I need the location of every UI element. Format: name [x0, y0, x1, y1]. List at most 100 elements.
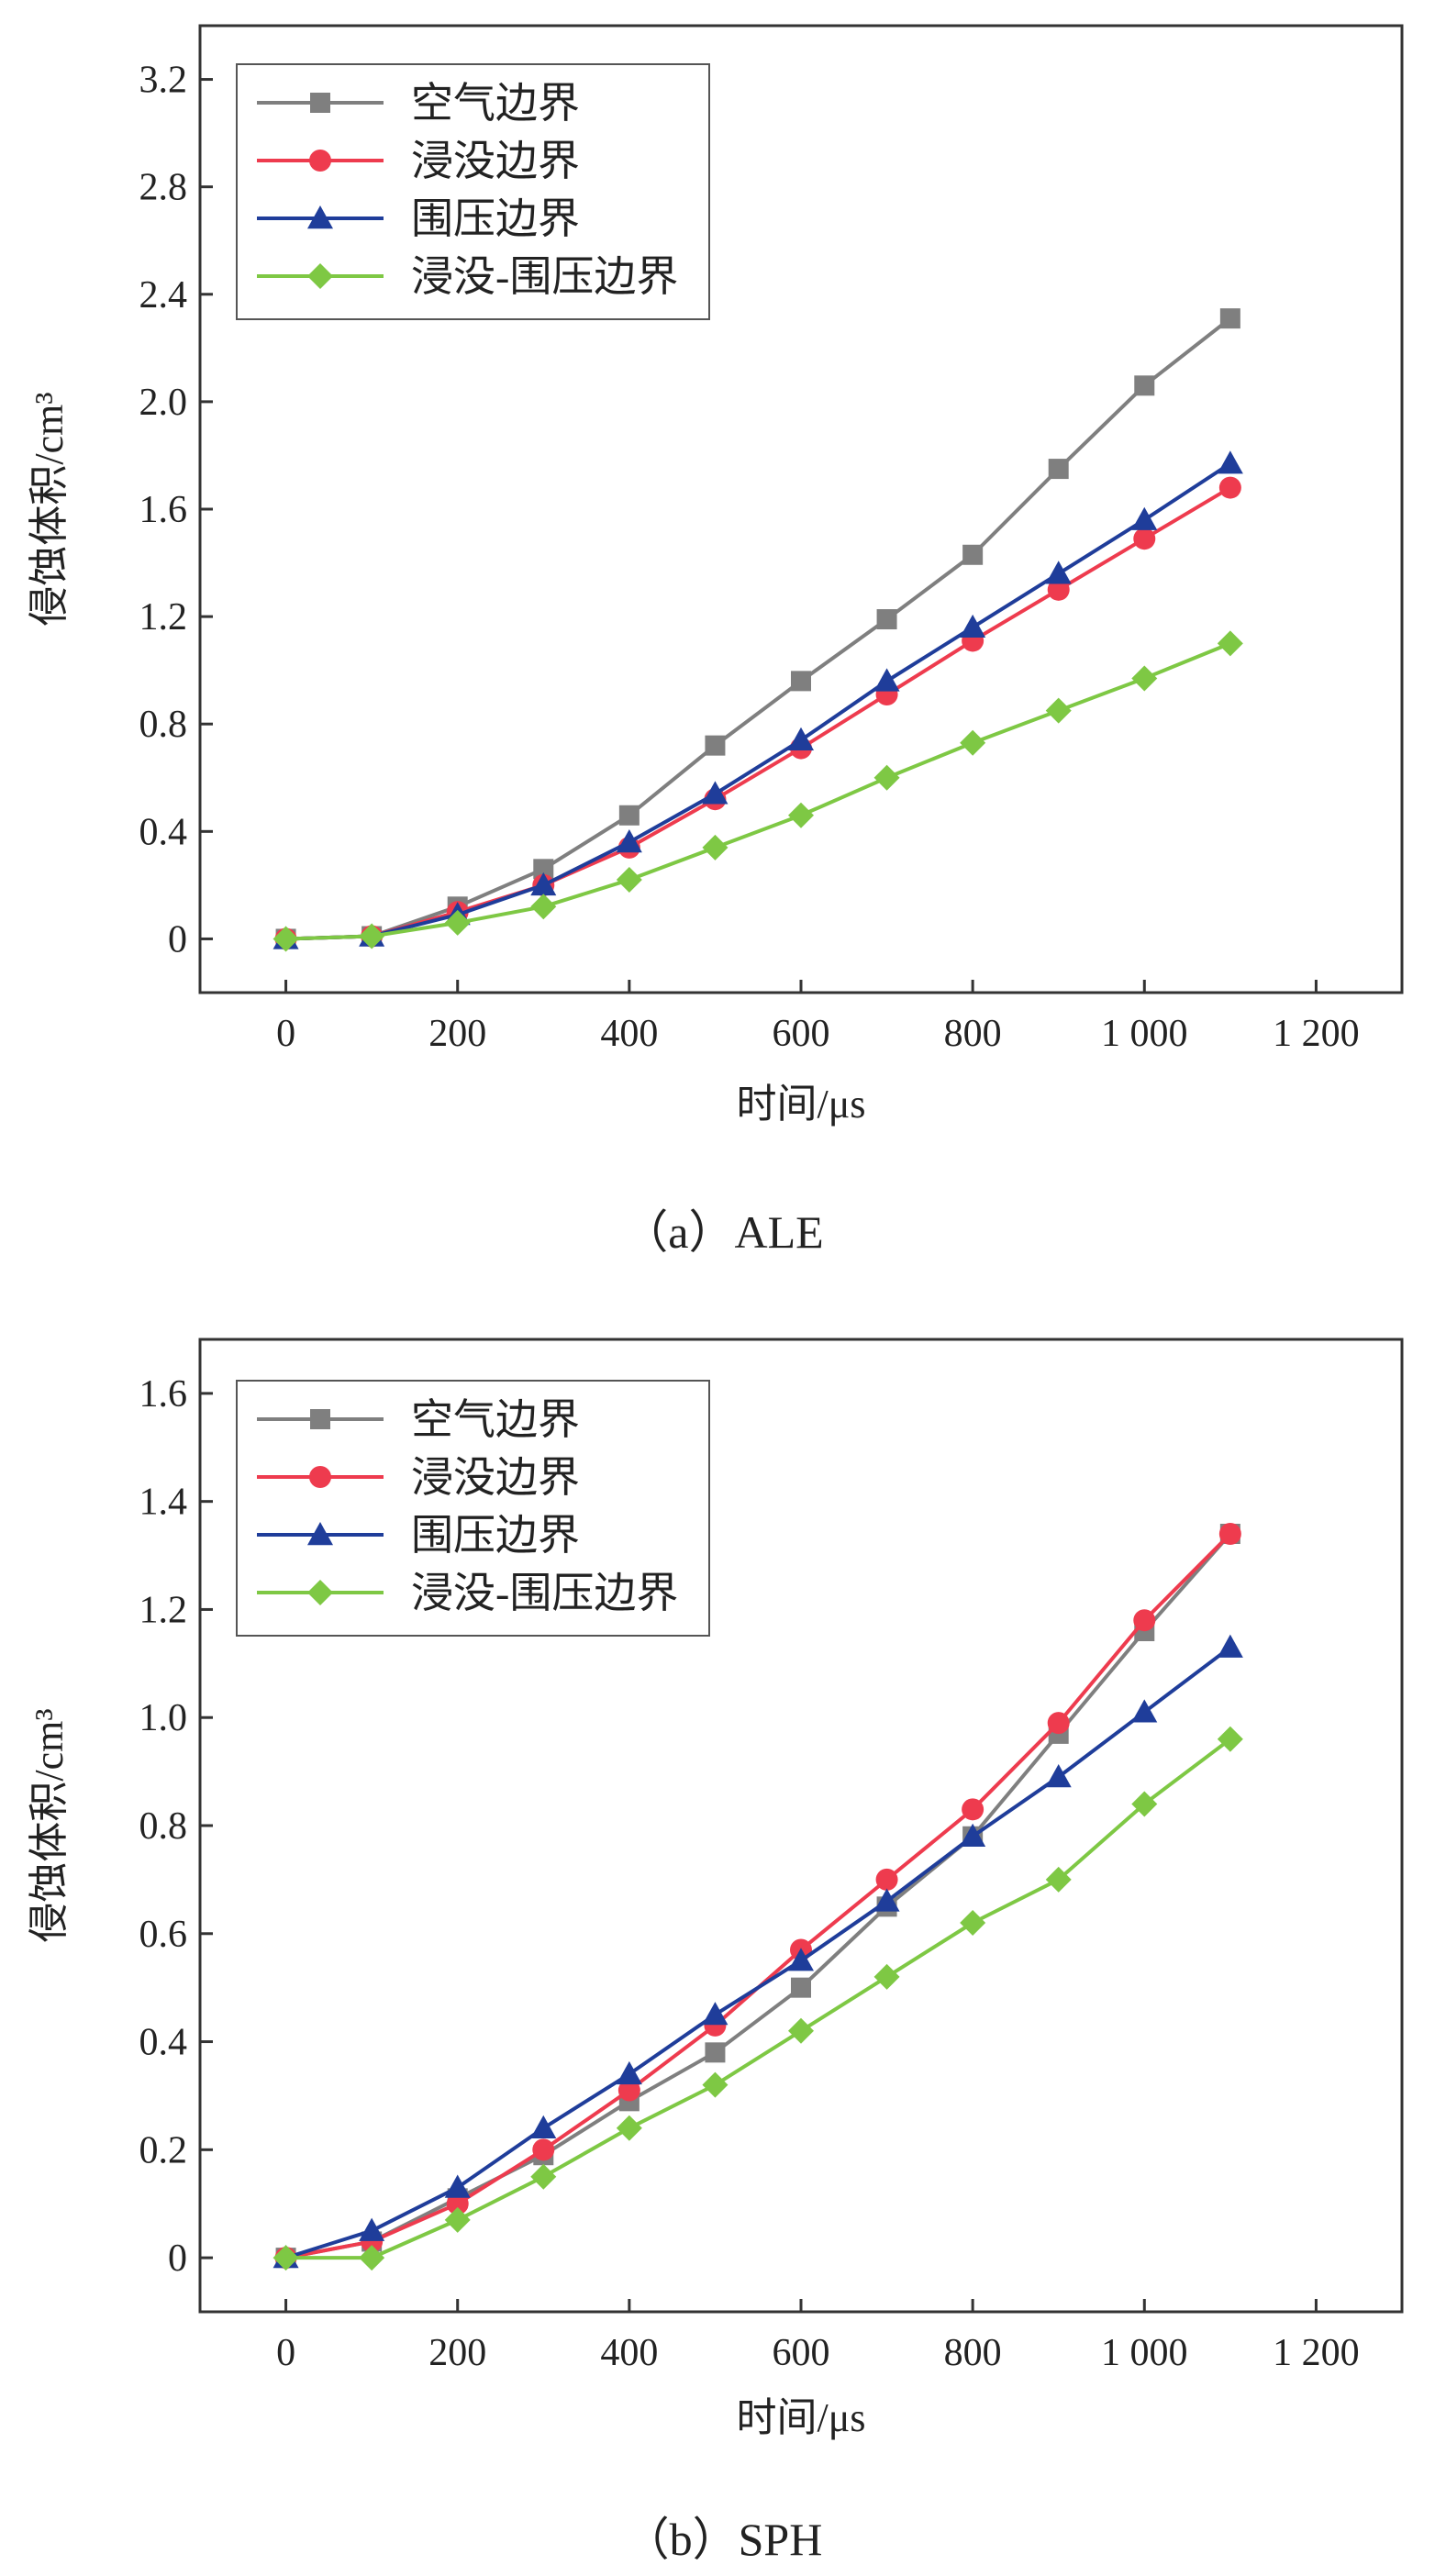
data-point	[705, 2042, 726, 2063]
data-point	[533, 859, 554, 880]
series-line	[285, 1738, 1232, 2260]
data-point	[1218, 1523, 1241, 1545]
legend-marker	[309, 150, 331, 172]
series-line	[285, 1532, 1232, 2260]
data-point	[359, 2245, 385, 2271]
data-point	[618, 805, 640, 826]
data-point	[530, 2163, 557, 2190]
data-point	[444, 909, 471, 936]
series-line	[285, 316, 1232, 941]
data-point	[444, 2174, 471, 2198]
data-point	[1219, 308, 1240, 329]
y-tick-label: 2.8	[139, 167, 188, 209]
data-point	[791, 671, 811, 692]
data-point	[960, 1823, 986, 1847]
legend-label: 围压边界	[411, 195, 580, 242]
series-line	[285, 1532, 1232, 2260]
data-point	[702, 2071, 729, 2098]
data-point	[876, 609, 897, 630]
data-point	[617, 2079, 640, 2102]
y-tick-label: 1.6	[139, 489, 188, 531]
data-point	[788, 1948, 814, 1971]
data-point	[444, 2206, 471, 2233]
legend-marker	[310, 93, 330, 113]
legend-marker	[307, 263, 333, 289]
legend-marker	[307, 1522, 333, 1546]
legend-label: 浸没-围压边界	[411, 1570, 678, 1616]
data-point	[702, 834, 729, 861]
x-tick-label: 1 000	[1101, 1013, 1188, 1055]
x-tick-label: 0	[276, 2332, 295, 2374]
data-point	[960, 614, 986, 638]
y-tick-label: 1.2	[139, 596, 188, 638]
data-point	[873, 1888, 900, 1912]
chart-panel-ale: 0 200 400 600 800 1 000 1 200 0 0.4 0.8 1.2 1.6 2.0 2…	[27, 24, 1404, 1258]
chart-panel-sph: 0 200 400 600 800 1 000 1 200 0 0.2 0.4 0.6 0.8 1.0 1…	[27, 1338, 1404, 2565]
data-point	[1045, 1764, 1072, 1788]
data-point	[616, 867, 642, 894]
y-tick-label: 2.4	[139, 274, 188, 316]
data-point	[1131, 665, 1158, 692]
y-tick-label: 2.0	[139, 382, 188, 424]
y-tick-label: 1.2	[139, 1589, 188, 1631]
data-point	[616, 2115, 642, 2141]
series-line	[285, 641, 1231, 941]
data-point	[446, 2193, 469, 2215]
y-tick-label: 0.8	[139, 704, 188, 746]
legend-marker	[307, 205, 333, 229]
x-tick-label: 600	[773, 2332, 830, 2374]
x-tick-label: 1 000	[1101, 2332, 1188, 2374]
x-tick-label: 200	[428, 2332, 486, 2374]
y-tick-label: 0.2	[139, 2129, 188, 2171]
data-point	[273, 926, 299, 952]
y-axis-label: 侵蚀体积/cm³	[27, 1708, 72, 1942]
data-point	[791, 1977, 811, 1998]
data-point	[616, 2060, 642, 2085]
legend-label: 围压边界	[411, 1512, 580, 1559]
x-tick-label: 800	[944, 1013, 1002, 1055]
legend-label: 空气边界	[411, 1396, 580, 1443]
data-point	[1217, 1634, 1243, 1658]
data-point	[273, 2245, 299, 2271]
data-point	[1218, 476, 1241, 499]
x-tick-label: 400	[600, 2332, 658, 2374]
y-tick-label: 0.6	[139, 1914, 188, 1956]
y-tick-label: 1.4	[139, 1482, 188, 1524]
series-square	[275, 308, 1240, 949]
y-axis-label: 侵蚀体积/cm³	[27, 392, 72, 626]
chart-caption: （b）SPH	[624, 2514, 823, 2565]
data-point	[702, 2002, 729, 2026]
legend-label: 空气边界	[411, 80, 580, 127]
legend-marker	[307, 1580, 333, 1605]
data-point	[1217, 1726, 1243, 1752]
x-axis-label: 时间/μs	[737, 1082, 866, 1127]
data-point	[359, 2217, 385, 2241]
data-point	[788, 727, 814, 750]
y-tick-label: 0.8	[139, 1805, 188, 1848]
data-point	[788, 2017, 814, 2044]
data-point	[873, 1963, 900, 1990]
data-point	[962, 1798, 984, 1821]
series-triangle	[273, 1634, 1243, 2269]
y-tick-label: 0.4	[139, 2022, 188, 2064]
data-point	[702, 781, 729, 805]
series-line	[285, 485, 1231, 941]
data-point	[616, 829, 642, 853]
data-point	[530, 872, 557, 896]
data-point	[960, 729, 986, 756]
series-diamond	[273, 630, 1243, 952]
x-axis-label: 时间/μs	[737, 2395, 866, 2440]
series-line	[284, 1646, 1232, 2260]
data-point	[1045, 1866, 1072, 1893]
x-tick-label: 600	[773, 1013, 830, 1055]
data-point	[1045, 697, 1072, 724]
series-line	[285, 461, 1231, 941]
data-point	[530, 894, 557, 920]
data-point	[1133, 1609, 1156, 1632]
data-point	[875, 1868, 898, 1891]
data-point	[873, 764, 900, 791]
data-point	[1133, 527, 1156, 550]
